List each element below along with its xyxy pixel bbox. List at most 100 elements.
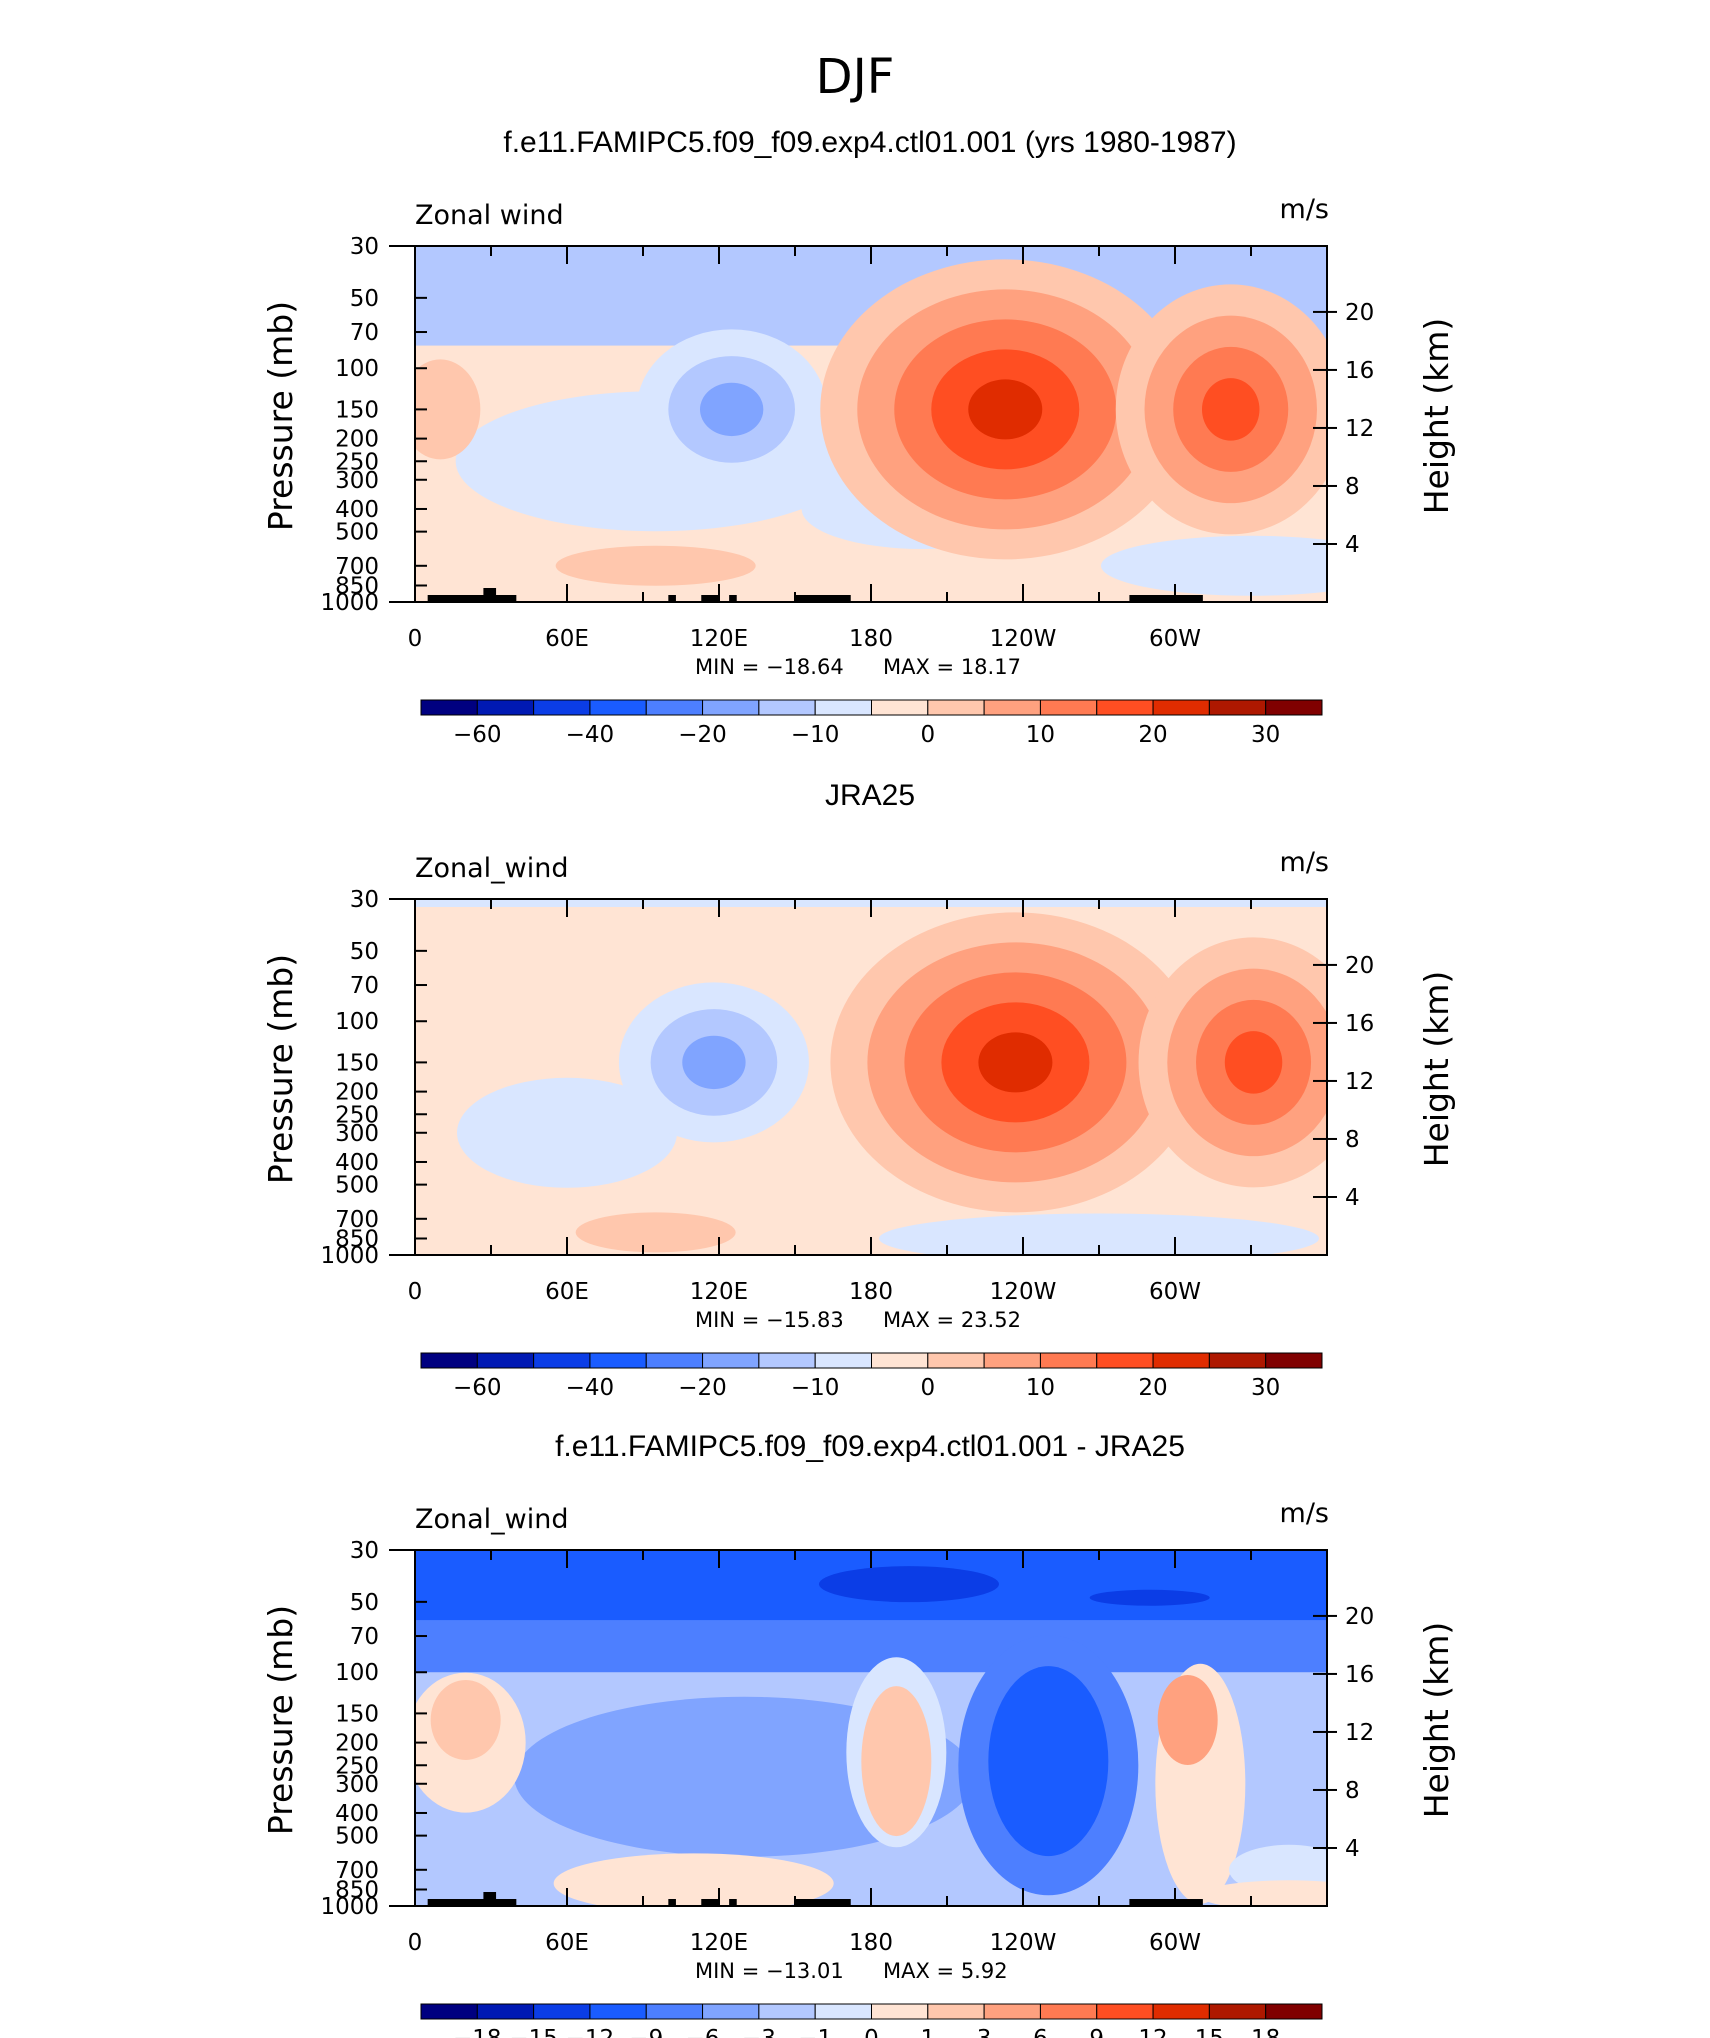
y-tick-label: 50 (350, 939, 379, 965)
contour-band (415, 359, 481, 460)
colorbar-swatch (533, 1352, 591, 1369)
y-tick-label: 250 (335, 1753, 379, 1779)
colorbar-label: 3 (977, 2026, 992, 2038)
colorbar-swatch (1265, 699, 1323, 716)
colorbar-swatch (871, 2003, 929, 2020)
y-tick-label: 150 (335, 1050, 379, 1076)
colorbar-label: −18 (453, 2026, 502, 2038)
colorbar-swatch (814, 2003, 872, 2020)
colorbar-label: −10 (791, 1375, 840, 1401)
colorbar-swatch (758, 1352, 816, 1369)
contour-field (415, 1550, 1327, 1906)
colorbar-swatch (1152, 2003, 1210, 2020)
x-tick-label: 120W (990, 1279, 1057, 1305)
y-tick-label: 500 (335, 520, 379, 546)
figure-title: DJF (816, 49, 895, 105)
units-label: m/s (1280, 194, 1329, 225)
colorbar-swatch (1096, 2003, 1154, 2020)
contour-field (415, 246, 1327, 602)
y-tick-label: 70 (350, 973, 379, 999)
y-tick-label: 300 (335, 1121, 379, 1147)
height-tick-label: 12 (1345, 416, 1374, 442)
x-tick-label: 0 (408, 1930, 423, 1956)
colorbar-swatch (1208, 1352, 1267, 1369)
colorbar-swatch (476, 699, 535, 716)
height-axis-title: Height (km) (1417, 1622, 1456, 1819)
y-tick-label: 200 (335, 1080, 379, 1106)
height-tick-label: 16 (1345, 1011, 1374, 1037)
colorbar-swatch (645, 2003, 704, 2020)
colorbar-swatch (420, 699, 478, 716)
y-axis-title: Pressure (mb) (261, 954, 300, 1184)
colorbar-label: 0 (920, 722, 935, 748)
contour-band (430, 1679, 501, 1760)
colorbar-swatch (758, 2003, 816, 2020)
x-tick-label: 180 (849, 626, 893, 652)
y-tick-label: 250 (335, 449, 379, 475)
negative-jet (682, 1035, 746, 1090)
colorbar-swatch (814, 1352, 872, 1369)
topography (795, 1899, 851, 1906)
variable-label: Zonal_wind (415, 853, 569, 884)
contour-band (555, 545, 756, 586)
colorbar-swatch (533, 2003, 591, 2020)
colorbar-label: 18 (1251, 2026, 1280, 2038)
colorbar-swatch (758, 699, 816, 716)
x-tick-label: 0 (408, 626, 423, 652)
colorbar-label: 9 (1089, 2026, 1104, 2038)
colorbar-swatch (1265, 2003, 1323, 2020)
y-tick-label: 850 (335, 1878, 379, 1904)
colorbar-label: −40 (566, 1375, 615, 1401)
positive-jet (1201, 378, 1260, 441)
x-tick-label: 120W (990, 626, 1057, 652)
height-tick-label: 8 (1345, 474, 1360, 500)
topography (701, 595, 719, 602)
max-label: MAX = 18.17 (883, 655, 1021, 679)
height-axis-title: Height (km) (1417, 971, 1456, 1168)
topography (701, 1899, 719, 1906)
y-tick-label: 150 (335, 397, 379, 423)
panel-2: JRA25 Zonal_wind m/s 0 60E 120E 180 120W 60W 30 50… (261, 779, 1456, 1401)
x-tick-label: 120E (690, 1930, 748, 1956)
y-tick-label: 1000 (320, 1894, 379, 1920)
colorbar-label: 0 (920, 1375, 935, 1401)
colorbar-swatch (589, 699, 647, 716)
y-tick-label: 500 (335, 1824, 379, 1850)
contour-field (415, 899, 1327, 1255)
contour-band (1157, 1674, 1218, 1765)
colorbar-label: 10 (1026, 722, 1055, 748)
y-tick-label: 200 (335, 427, 379, 453)
colorbar-swatch (1039, 699, 1098, 716)
y-tick-label: 400 (335, 1801, 379, 1827)
min-label: MIN = −15.83 (695, 1308, 844, 1332)
y-tick-label: 700 (335, 554, 379, 580)
x-tick-label: 60E (545, 626, 589, 652)
y-tick-label: 300 (335, 468, 379, 494)
height-tick-label: 12 (1345, 1069, 1374, 1095)
y-tick-label: 150 (335, 1701, 379, 1727)
colorbar-swatch (1208, 699, 1267, 716)
contour-band (415, 1620, 1327, 1673)
colorbar-swatch (420, 2003, 478, 2020)
y-tick-label: 30 (350, 234, 379, 260)
colorbar-swatch (1152, 699, 1210, 716)
y-tick-label: 30 (350, 1538, 379, 1564)
topography (483, 1892, 497, 1906)
colorbar-label: 10 (1026, 1375, 1055, 1401)
variable-label: Zonal_wind (415, 1504, 569, 1535)
contour-band (1089, 1589, 1210, 1606)
height-tick-label: 4 (1345, 1185, 1360, 1211)
colorbar-label: 20 (1138, 722, 1167, 748)
colorbar-swatch (589, 1352, 647, 1369)
x-tick-label: 120E (690, 626, 748, 652)
max-label: MAX = 23.52 (883, 1308, 1021, 1332)
contour-band (1101, 535, 1327, 596)
y-tick-label: 50 (350, 286, 379, 312)
colorbar-swatch (589, 2003, 647, 2020)
contour-band (819, 1566, 999, 1603)
colorbar-swatch (983, 1352, 1041, 1369)
contour-band (1199, 1880, 1327, 1906)
y-tick-label: 50 (350, 1590, 379, 1616)
max-label: MAX = 5.92 (883, 1959, 1008, 1983)
